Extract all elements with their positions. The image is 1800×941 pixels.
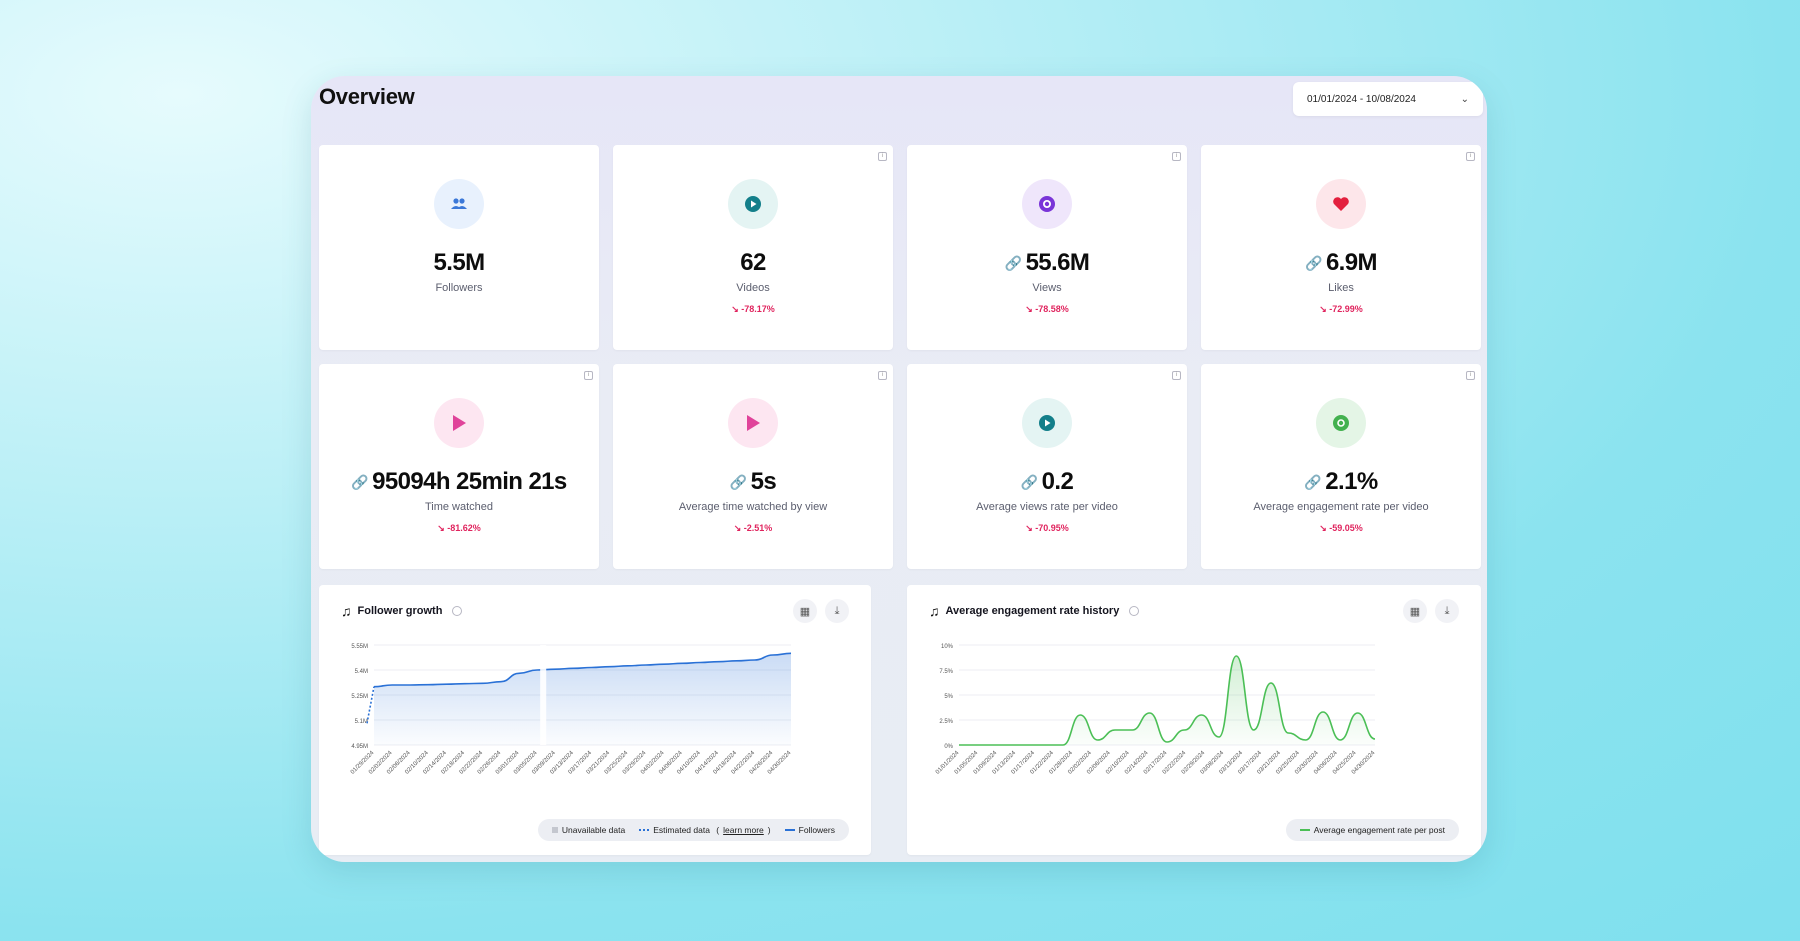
kpi-label: Average engagement rate per video xyxy=(1253,501,1429,513)
info-icon[interactable] xyxy=(452,606,463,616)
chart-legend: Average engagement rate per post xyxy=(1285,819,1459,841)
overview-panel: Overview 01/01/2024 - 10/08/2024 ⌄ 5.5M … xyxy=(311,76,1487,862)
kpi-card-avg-time-watched: i 🔗 5s Average time watched by view ↘ -2.… xyxy=(613,364,893,569)
y-tick-label: 5.25M xyxy=(351,694,368,700)
kpi-value: 🔗 6.9M xyxy=(1305,249,1377,276)
kpi-label: Views xyxy=(1032,282,1062,294)
users-icon xyxy=(434,179,484,229)
kpi-value: 🔗 95094h 25min 21s xyxy=(351,468,567,495)
kpi-card-followers: 5.5M Followers xyxy=(319,145,599,350)
kpi-delta: ↘ -78.17% xyxy=(731,304,775,314)
kpi-card-avg-views-rate: i 🔗 0.2 Average views rate per video ↘ -7… xyxy=(907,364,1187,569)
kpi-card-views: i 🔗 55.6M Views ↘ -78.58% xyxy=(907,145,1187,350)
play-icon xyxy=(434,398,484,448)
page-title: Overview xyxy=(319,84,415,109)
download-button[interactable]: ⤓ xyxy=(825,599,849,623)
info-icon[interactable]: i xyxy=(1466,152,1475,161)
heart-icon xyxy=(1316,179,1366,229)
unavailable-band xyxy=(540,645,547,745)
series-area xyxy=(959,656,1375,745)
kpi-card-likes: i 🔗 6.9M Likes ↘ -72.99% xyxy=(1201,145,1481,350)
kpi-delta: ↘ -72.99% xyxy=(1319,304,1363,314)
video-play-icon xyxy=(1022,398,1072,448)
estimated-segment xyxy=(366,686,375,724)
tiktok-icon: ♫ xyxy=(929,603,940,619)
kpi-label: Average views rate per video xyxy=(976,501,1118,513)
follower-growth-chart: 4.95M5.1M5.25M5.4M5.55M01/29/202402/02/2… xyxy=(350,644,793,776)
eye-icon xyxy=(1022,179,1072,229)
info-icon[interactable]: i xyxy=(1172,371,1181,380)
y-tick-label: 5% xyxy=(944,694,953,700)
legend-item: Average engagement rate per post xyxy=(1299,825,1445,835)
y-tick-label: 2.5% xyxy=(939,719,953,725)
chart-header: ♫ Average engagement rate history xyxy=(929,603,1140,619)
link-icon: 🔗 xyxy=(729,473,747,490)
kpi-delta: ↘ -70.95% xyxy=(1025,523,1069,533)
kpi-label: Time watched xyxy=(424,501,494,513)
legend-item: Estimated data (learn more) xyxy=(639,825,771,835)
chart-header: ♫ Follower growth xyxy=(341,603,463,619)
y-tick-label: 5.1M xyxy=(355,719,368,725)
legend-item: Unavailable data xyxy=(551,825,625,835)
y-tick-label: 10% xyxy=(941,644,954,650)
table-view-button[interactable]: ▦ xyxy=(1403,599,1427,623)
kpi-card-videos: i 62 Videos ↘ -78.17% xyxy=(613,145,893,350)
link-icon: 🔗 xyxy=(1004,254,1022,271)
y-tick-label: 5.4M xyxy=(355,669,368,675)
series-area xyxy=(374,653,791,745)
download-button[interactable]: ⤓ xyxy=(1435,599,1459,623)
video-play-icon xyxy=(728,179,778,229)
kpi-card-avg-engagement: i 🔗 2.1% Average engagement rate per vide… xyxy=(1201,364,1481,569)
link-icon: 🔗 xyxy=(1020,473,1038,490)
chart-title: Follower growth xyxy=(357,605,443,617)
kpi-card-time-watched: i 🔗 95094h 25min 21s Time watched ↘ -81.6… xyxy=(319,364,599,569)
engagement-history-chart: 0%2.5%5%7.5%10%01/01/202401/05/202401/09… xyxy=(935,644,1377,776)
y-tick-label: 7.5% xyxy=(939,669,953,675)
chart-title: Average engagement rate history xyxy=(945,605,1120,617)
play-icon xyxy=(728,398,778,448)
info-icon[interactable] xyxy=(1129,606,1140,616)
engagement-icon xyxy=(1316,398,1366,448)
link-icon: 🔗 xyxy=(1305,254,1322,271)
date-range-select[interactable]: 01/01/2024 - 10/08/2024 ⌄ xyxy=(1293,82,1483,116)
info-icon[interactable]: i xyxy=(584,371,593,380)
kpi-label: Followers xyxy=(435,282,483,294)
table-view-button[interactable]: ▦ xyxy=(793,599,817,623)
legend-item: Followers xyxy=(784,825,835,835)
learn-more-link[interactable]: learn more xyxy=(723,825,764,835)
kpi-delta: ↘ -81.62% xyxy=(437,523,481,533)
y-tick-label: 0% xyxy=(944,744,953,750)
y-tick-label: 5.55M xyxy=(351,644,368,650)
link-icon: 🔗 xyxy=(1304,473,1322,490)
kpi-value: 62 xyxy=(740,249,766,276)
series-line xyxy=(958,655,1376,746)
follower-growth-card: ♫ Follower growth ▦ ⤓ 4.95M 5.1M 5.25M 5.4M… xyxy=(319,585,871,855)
chevron-down-icon: ⌄ xyxy=(1460,93,1469,105)
kpi-delta: ↘ -2.51% xyxy=(733,523,773,533)
kpi-delta: ↘ -78.58% xyxy=(1025,304,1069,314)
chart-legend: Unavailable data Estimated data (learn m… xyxy=(537,819,849,841)
engagement-history-card: ♫ Average engagement rate history ▦ ⤓ 0%… xyxy=(907,585,1481,855)
y-tick-label: 4.95M xyxy=(351,744,368,750)
kpi-label: Average time watched by view xyxy=(678,501,828,513)
date-range-value: 01/01/2024 - 10/08/2024 xyxy=(1307,93,1416,105)
kpi-delta: ↘ -59.05% xyxy=(1319,523,1363,533)
info-icon[interactable]: i xyxy=(1466,371,1475,380)
link-icon: 🔗 xyxy=(351,473,369,490)
kpi-value: 🔗 5s xyxy=(729,468,777,495)
kpi-value: 🔗 55.6M xyxy=(1004,249,1090,276)
info-icon[interactable]: i xyxy=(1172,152,1181,161)
series-line xyxy=(373,652,792,688)
kpi-value: 🔗 0.2 xyxy=(1020,468,1074,495)
kpi-label: Videos xyxy=(736,282,770,294)
info-icon[interactable]: i xyxy=(878,371,887,380)
kpi-value: 🔗 2.1% xyxy=(1304,468,1378,495)
kpi-value: 5.5M xyxy=(433,249,486,276)
kpi-label: Likes xyxy=(1328,282,1354,294)
tiktok-icon: ♫ xyxy=(341,603,352,619)
info-icon[interactable]: i xyxy=(878,152,887,161)
